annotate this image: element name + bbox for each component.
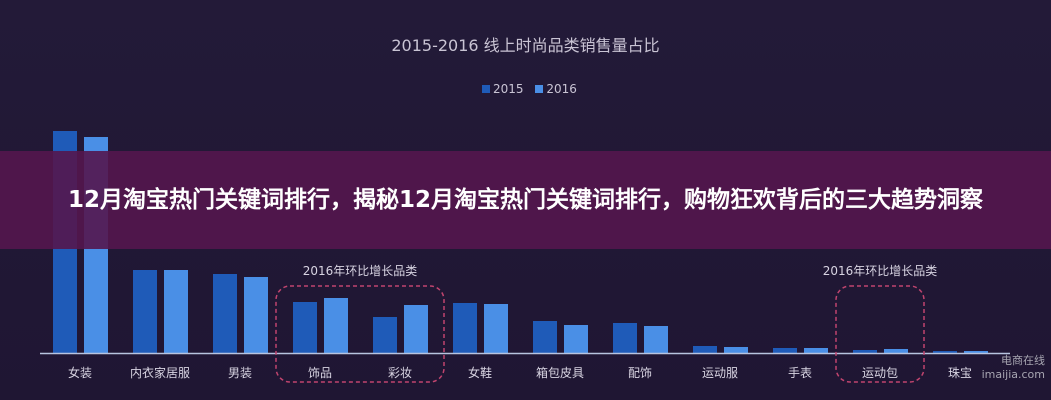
bar-2016-7 (644, 326, 668, 353)
bar-2016-4 (404, 305, 428, 353)
annotation-label: 2016年环比增长品类 (823, 264, 938, 278)
bar-2016-1 (164, 270, 188, 353)
legend-label-2016: 2016 (546, 82, 577, 96)
x-tick-label: 男装 (228, 366, 252, 380)
watermark-url: imaijia.com (981, 368, 1045, 381)
x-tick-label: 女装 (68, 365, 92, 380)
bar-2015-11 (933, 351, 957, 353)
x-tick-label: 配饰 (628, 366, 652, 380)
bar-2015-1 (133, 270, 157, 353)
bar-2016-6 (564, 325, 588, 353)
annotation-box (835, 285, 925, 383)
bar-2015-6 (533, 321, 557, 353)
bar-2015-9 (773, 348, 797, 353)
annotation-box (275, 285, 445, 383)
x-tick-label: 女鞋 (468, 365, 492, 380)
bar-2016-2 (244, 277, 268, 353)
chart-title: 2015-2016 线上时尚品类销售量占比 (391, 36, 660, 55)
legend: 2015 2016 (0, 82, 1051, 96)
bar-2015-4 (373, 317, 397, 353)
overlay-title: 12月淘宝热门关键词排行，揭秘12月淘宝热门关键词排行，购物狂欢背后的三大趋势洞… (67, 187, 983, 213)
watermark-name: 电商在线 (1001, 354, 1045, 367)
bar-2016-10 (884, 349, 908, 353)
bar-2016-9 (804, 348, 828, 353)
x-tick-label: 珠宝 (948, 366, 972, 380)
x-tick-label: 饰品 (308, 366, 332, 380)
bar-2016-3 (324, 298, 348, 353)
bar-2015-10 (853, 350, 877, 353)
bar-2016-5 (484, 304, 508, 353)
bar-2015-7 (613, 323, 637, 353)
x-tick-label: 彩妆 (388, 366, 412, 380)
bar-2015-5 (453, 303, 477, 353)
x-tick-label: 手表 (788, 366, 812, 380)
x-tick-label: 运动包 (862, 366, 898, 380)
x-tick-label: 运动服 (702, 366, 738, 380)
bar-2015-8 (693, 346, 717, 353)
bar-2015-3 (293, 302, 317, 353)
bar-2015-2 (213, 274, 237, 353)
legend-label-2015: 2015 (493, 82, 524, 96)
bar-2016-11 (964, 351, 988, 353)
annotation-label: 2016年环比增长品类 (303, 264, 418, 278)
legend-swatch-2015 (482, 85, 491, 93)
watermark: 电商在线 imaijia.com (982, 352, 1045, 381)
x-tick-label: 内衣家居服 (130, 365, 190, 380)
legend-swatch-2016 (535, 85, 544, 93)
bar-2016-8 (724, 347, 748, 353)
overlay-title-band: 12月淘宝热门关键词排行，揭秘12月淘宝热门关键词排行，购物狂欢背后的三大趋势洞… (0, 151, 1051, 249)
x-tick-label: 箱包皮具 (536, 365, 584, 380)
